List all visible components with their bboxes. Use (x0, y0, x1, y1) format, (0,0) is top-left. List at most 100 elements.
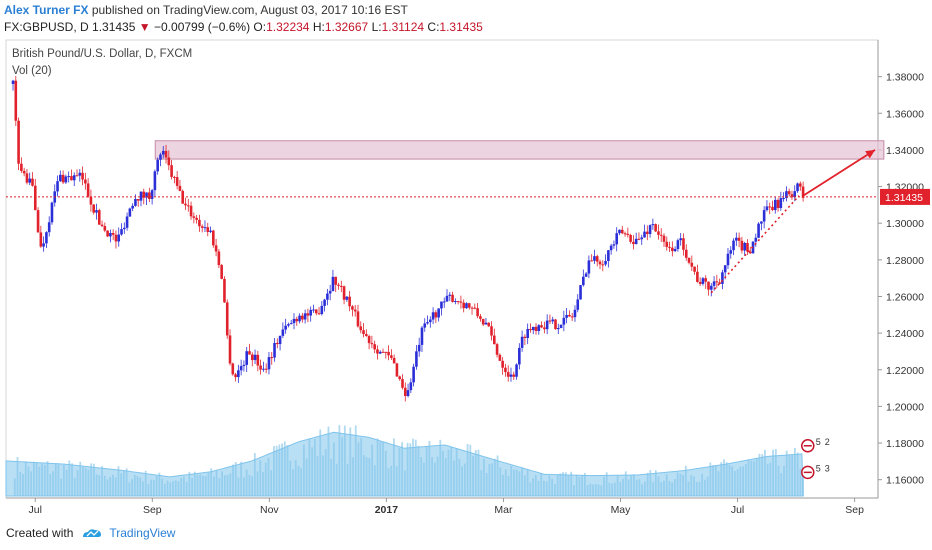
candle (490, 326, 493, 336)
candle (568, 314, 571, 317)
last-price: 1.31435 (92, 20, 136, 34)
candle (378, 351, 382, 354)
candle (629, 234, 632, 242)
candle (657, 231, 660, 235)
candle (556, 327, 560, 330)
candle (537, 325, 541, 332)
candle (217, 251, 221, 266)
price-tick-label: 1.30000 (886, 218, 924, 230)
candle (693, 266, 696, 272)
candle (47, 222, 51, 233)
candle (403, 387, 407, 397)
candle (292, 318, 296, 324)
candle (454, 301, 457, 303)
price-tick-label: 1.34000 (886, 145, 924, 157)
candle (426, 322, 429, 324)
candle (615, 233, 619, 245)
candle (150, 190, 154, 199)
candle (36, 210, 40, 233)
candle (746, 242, 749, 252)
candle (467, 303, 471, 308)
candle (590, 260, 593, 262)
candle (145, 192, 148, 198)
candle (387, 351, 390, 356)
candle (122, 227, 126, 230)
tradingview-cloud-icon (83, 529, 102, 537)
open-label: O: (253, 20, 267, 34)
candle (312, 309, 315, 311)
candle (456, 301, 460, 303)
candle (743, 242, 746, 251)
low-value: 1.31124 (381, 20, 425, 34)
candle (465, 303, 468, 309)
candle (412, 366, 415, 383)
candle (679, 238, 682, 241)
candle (620, 229, 624, 234)
event-count-2: 3 (825, 463, 830, 473)
candle (431, 312, 435, 320)
candle (518, 347, 521, 365)
candle (206, 227, 210, 232)
candle (451, 294, 454, 302)
candle (565, 314, 568, 318)
candle (401, 379, 404, 388)
candle (228, 335, 232, 364)
footer-credit: Created with TradingView (6, 526, 175, 540)
candle (195, 217, 198, 220)
projection-arrowhead (865, 149, 876, 159)
candle (231, 363, 235, 375)
event-count-2: 2 (825, 437, 830, 447)
candle (562, 317, 566, 325)
candle (459, 301, 463, 303)
down-arrow-icon: ▼ (138, 20, 151, 34)
tradingview-brand[interactable]: TradingView (109, 526, 176, 540)
author-name[interactable]: Alex Turner FX (4, 3, 89, 17)
candle (117, 234, 121, 242)
candle (95, 210, 98, 213)
symbol-name[interactable]: FX:GBPUSD, D (4, 20, 89, 34)
candle (721, 272, 724, 284)
candle (334, 276, 338, 285)
candle (765, 206, 769, 211)
candle (320, 305, 324, 315)
candle (120, 229, 123, 235)
candle (509, 374, 513, 377)
candle (643, 231, 646, 238)
indicator-label: Vol (20) (12, 65, 52, 77)
candle (801, 186, 805, 198)
candle (662, 235, 666, 242)
candle (273, 342, 276, 358)
price-tick-label: 1.18000 (886, 438, 924, 450)
candle (598, 261, 602, 265)
candle (370, 343, 374, 345)
candle (131, 205, 134, 209)
candle (437, 308, 440, 318)
candle (173, 176, 176, 178)
candle (298, 315, 301, 322)
price-change: −0.00799 (−0.6%) (154, 20, 251, 34)
price-tick-label: 1.20000 (886, 401, 924, 413)
candle (593, 256, 596, 261)
candle (353, 309, 357, 312)
candle (793, 191, 797, 198)
candle (250, 354, 254, 361)
candle (289, 323, 293, 325)
candle (512, 374, 516, 377)
candle (768, 206, 772, 208)
candle (704, 278, 708, 282)
candle (735, 237, 738, 241)
candle (365, 334, 368, 337)
time-tick-label: Jul (731, 504, 744, 516)
candle (56, 181, 59, 192)
candle (86, 183, 90, 197)
candle (540, 325, 543, 328)
event-count: 5 (816, 437, 821, 447)
candle (648, 225, 652, 234)
candle (796, 183, 799, 192)
candle (31, 178, 34, 186)
high-label: H: (312, 20, 325, 34)
candle (345, 296, 349, 300)
candle (314, 309, 318, 314)
